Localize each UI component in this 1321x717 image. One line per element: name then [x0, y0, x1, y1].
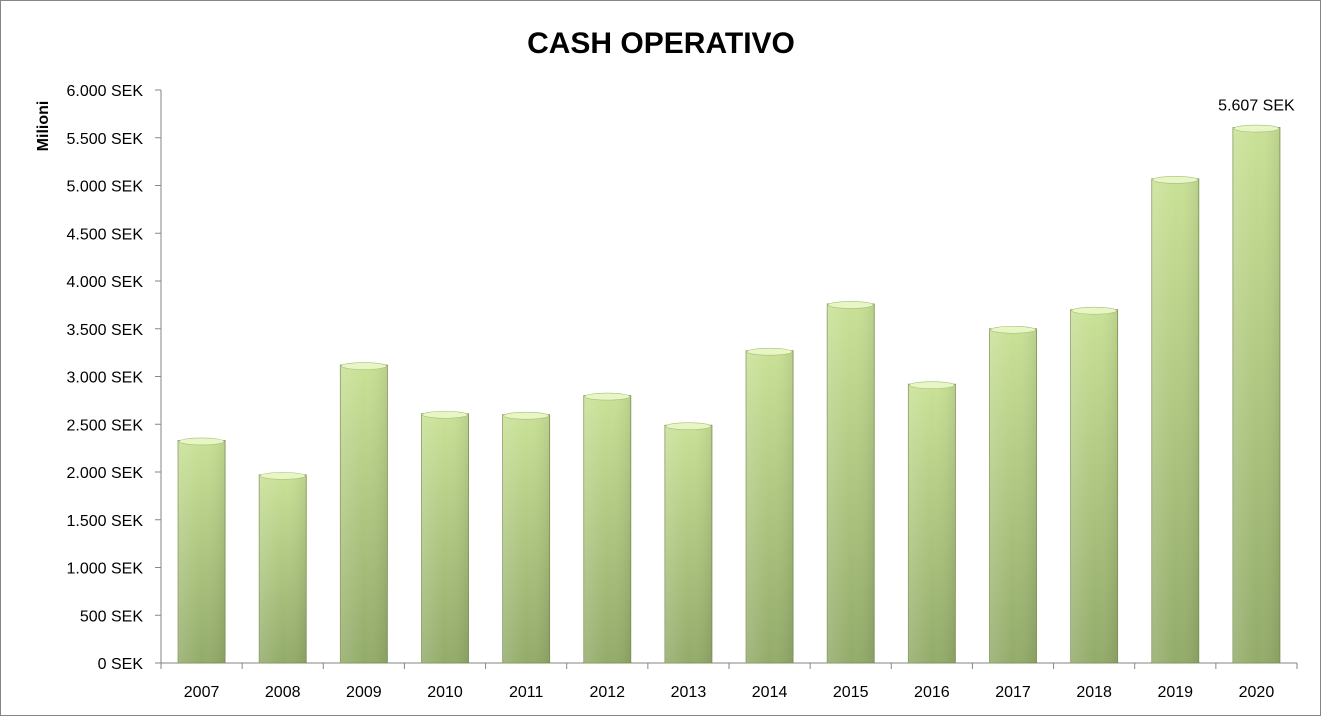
bar-2011 — [502, 411, 551, 664]
bar-2018 — [1070, 306, 1119, 664]
bar-shade — [1070, 309, 1118, 663]
bar-shade — [178, 440, 226, 663]
y-tick-labels: 0 SEK 500 SEK 1.000 SEK 1.500 SEK 2.000 SEK 2… — [67, 83, 144, 673]
bar-2012 — [583, 392, 632, 664]
x-tick-label: 2012 — [589, 684, 625, 701]
bar-2019 — [1151, 176, 1200, 664]
bars-group — [177, 124, 1281, 664]
x-tick-label: 2017 — [995, 684, 1031, 701]
y-tick-label: 6.000 SEK — [67, 83, 144, 100]
y-tick-label: 5.000 SEK — [67, 179, 144, 196]
bar-top-cap — [1233, 124, 1280, 133]
x-tick-label: 2008 — [265, 684, 301, 701]
bar-top-cap — [665, 422, 712, 431]
bar-2015 — [826, 301, 875, 664]
bar-shade — [421, 413, 469, 663]
y-tick-label: 3.000 SEK — [67, 370, 144, 387]
y-tick-label: 1.500 SEK — [67, 513, 144, 530]
bar-shade — [664, 425, 712, 663]
x-tick-label: 2009 — [346, 684, 382, 701]
bar-top-cap — [909, 381, 955, 389]
x-tick-label: 2019 — [1157, 684, 1193, 701]
y-tick-label: 1.000 SEK — [67, 561, 144, 578]
bar-top-cap — [827, 301, 874, 309]
bar-shade — [502, 414, 550, 663]
x-tick-label: 2013 — [671, 684, 707, 701]
y-tick-label: 5.500 SEK — [67, 131, 144, 148]
bar-shade — [1151, 178, 1199, 663]
bar-top-cap — [259, 472, 306, 480]
y-tick-label: 500 SEK — [80, 608, 143, 625]
bar-shade — [259, 474, 307, 663]
x-tick-label: 2007 — [184, 684, 220, 701]
x-tick-label: 2016 — [914, 684, 950, 701]
x-tick-label: 2010 — [427, 684, 463, 701]
y-axis-label: Milioni — [35, 101, 52, 152]
axes — [155, 89, 1298, 669]
bar-shade — [827, 303, 875, 663]
x-tick-label: 2020 — [1239, 684, 1275, 701]
bar-2017 — [989, 325, 1037, 664]
bar-2016 — [907, 381, 956, 664]
y-tick-label: 0 SEK — [98, 656, 144, 673]
bar-top-cap — [1152, 176, 1199, 184]
bar-2007 — [177, 437, 226, 664]
bar-2008 — [258, 472, 307, 664]
x-tick-labels: 2007 2008 2009 2010 2011 2012 2013 2014 2015 2016… — [184, 684, 1275, 701]
bar-top-cap — [584, 392, 631, 401]
x-tick-label: 2015 — [833, 684, 869, 701]
bar-shade — [340, 365, 388, 663]
x-tick-label: 2011 — [509, 684, 544, 701]
bar-top-cap — [990, 325, 1036, 334]
chart-title: CASH OPERATIVO — [527, 27, 795, 60]
bar-top-cap — [1071, 306, 1117, 315]
y-tick-label: 3.500 SEK — [67, 322, 144, 339]
bar-2013 — [664, 422, 713, 664]
bar-shade — [746, 350, 794, 663]
bar-2010 — [421, 410, 469, 664]
data-labels: 5.607 SEK — [1218, 98, 1295, 115]
bar-shade — [908, 384, 956, 663]
bar-top-cap — [178, 437, 225, 446]
y-tick-label: 2.500 SEK — [67, 417, 144, 434]
bar-2009 — [339, 362, 388, 664]
x-tick-label: 2014 — [752, 684, 788, 701]
bar-shade — [989, 328, 1037, 663]
y-tick-label: 4.500 SEK — [67, 226, 144, 243]
bar-2020 — [1232, 124, 1281, 664]
bar-2014 — [745, 347, 794, 664]
bar-shade — [583, 395, 631, 663]
y-tick-label: 2.000 SEK — [67, 465, 144, 482]
bar-shade — [1232, 127, 1280, 664]
bar-top-cap — [341, 362, 387, 370]
bar-top-cap — [422, 410, 468, 419]
bar-top-cap — [746, 347, 793, 356]
data-label-2020: 5.607 SEK — [1218, 98, 1295, 115]
x-tick-label: 2018 — [1076, 684, 1112, 701]
y-tick-label: 4.000 SEK — [67, 274, 144, 291]
bar-top-cap — [503, 411, 549, 420]
